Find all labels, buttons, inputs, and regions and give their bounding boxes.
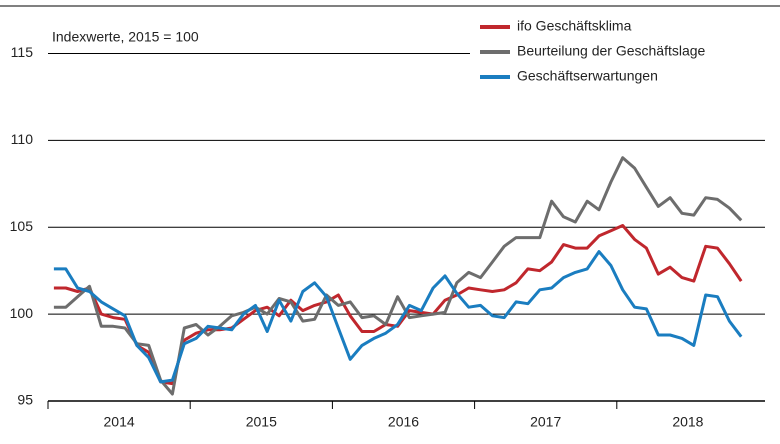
x-tick-label: 2018 [672, 414, 703, 430]
x-tick-label: 2014 [104, 414, 135, 430]
x-tick-label: 2016 [388, 414, 419, 430]
legend-label: Beurteilung der Geschäftslage [517, 43, 706, 59]
legend-background [470, 12, 775, 92]
y-tick-label: 115 [11, 44, 34, 60]
y-tick-label: 95 [17, 392, 33, 408]
chart-subtitle: Indexwerte, 2015 = 100 [52, 29, 199, 45]
series-line [53, 250, 743, 384]
x-tick-label: 2015 [246, 414, 277, 430]
series-line [53, 156, 743, 396]
x-tick-label: 2017 [530, 414, 561, 430]
y-tick-label: 110 [11, 131, 34, 147]
legend-label: Geschäftserwartungen [517, 68, 658, 84]
y-tick-label: 100 [10, 305, 34, 321]
y-tick-label: 105 [10, 218, 34, 234]
series-line [53, 224, 743, 386]
legend-label: ifo Geschäftsklima [517, 18, 632, 34]
